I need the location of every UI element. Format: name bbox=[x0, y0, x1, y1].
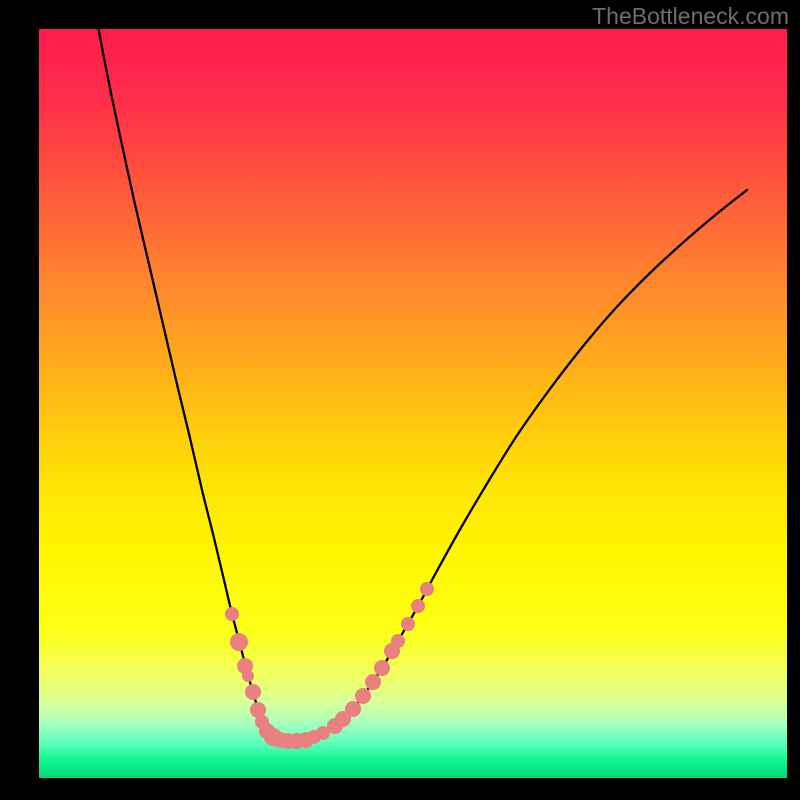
data-marker bbox=[355, 688, 371, 704]
data-marker bbox=[230, 633, 248, 651]
data-marker bbox=[401, 617, 415, 631]
data-marker bbox=[225, 607, 239, 621]
data-marker bbox=[242, 670, 254, 682]
watermark-text: TheBottleneck.com bbox=[592, 3, 789, 30]
data-marker bbox=[391, 634, 405, 648]
data-marker bbox=[345, 701, 361, 717]
data-marker bbox=[374, 660, 390, 676]
plot-background bbox=[39, 29, 787, 778]
data-marker bbox=[411, 599, 425, 613]
data-marker bbox=[245, 684, 261, 700]
data-marker bbox=[365, 674, 381, 690]
chart-frame: TheBottleneck.com bbox=[0, 0, 800, 800]
data-marker bbox=[420, 582, 434, 596]
bottleneck-curve-chart bbox=[0, 0, 800, 800]
